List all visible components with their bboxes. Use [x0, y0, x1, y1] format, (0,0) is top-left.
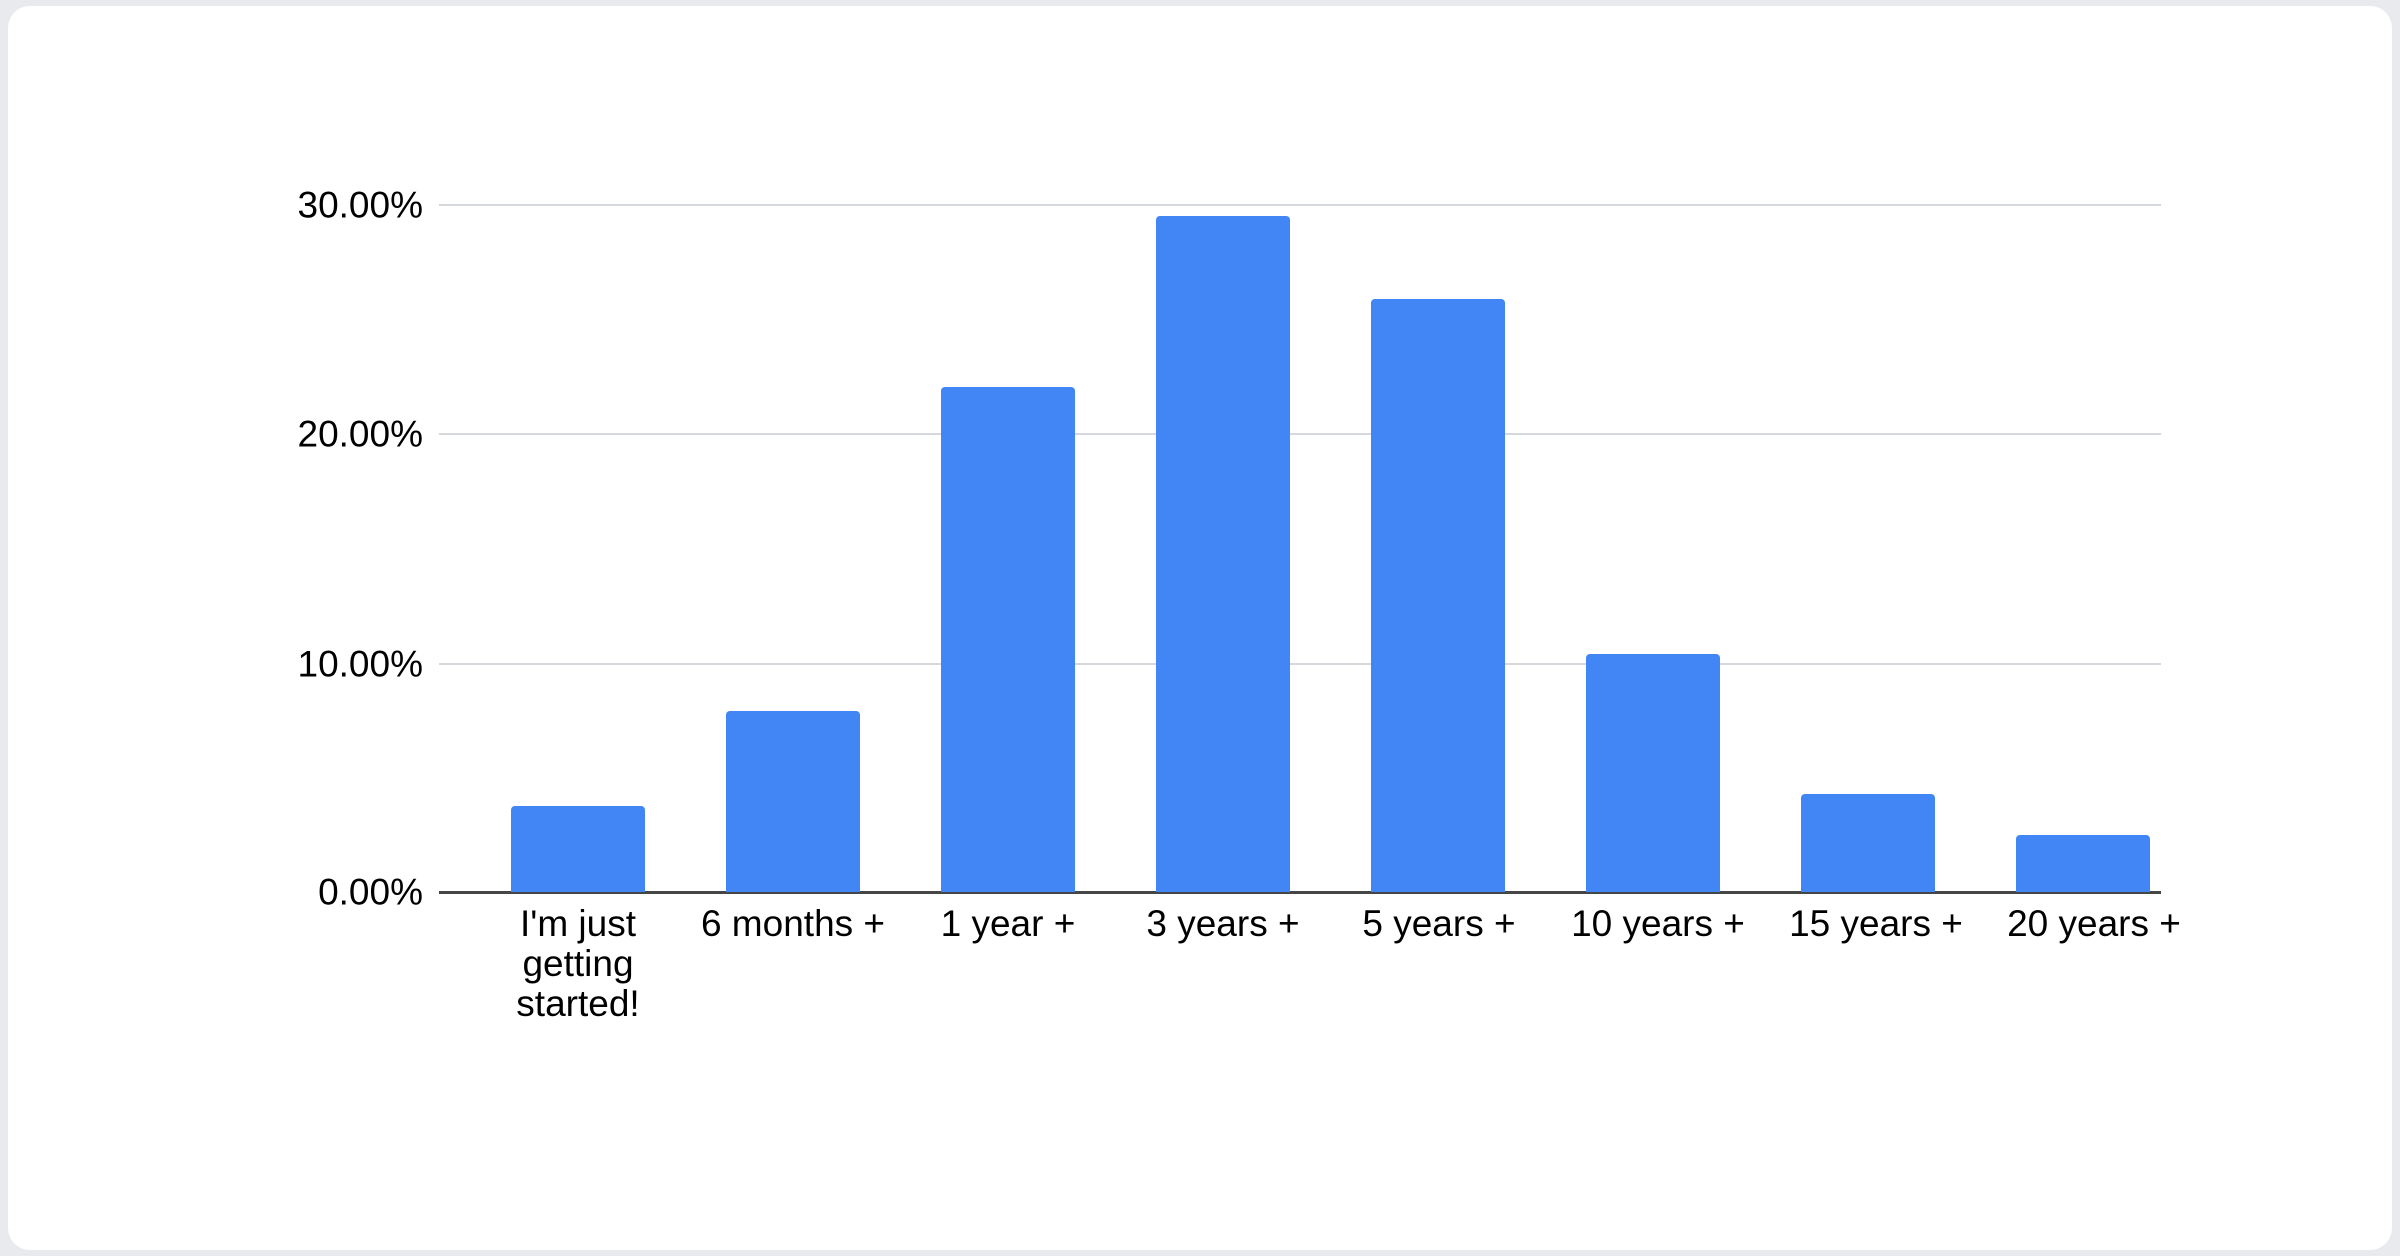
axis-baseline: [439, 891, 2161, 894]
x-tick-label-2: 1 year +: [940, 903, 1076, 944]
chart-card: 30.00% 20.00% 10.00% 0.00% I'm just gett…: [8, 6, 2392, 1250]
bar-3[interactable]: [1156, 215, 1290, 892]
gridline-10: [439, 663, 2161, 665]
gridline-20: [439, 433, 2161, 435]
gridline-30: [439, 204, 2161, 206]
y-tick-label-0: 0.00%: [318, 871, 423, 913]
x-tick-label-1: 6 months +: [700, 903, 886, 944]
y-tick-label-30: 30.00%: [297, 184, 424, 226]
bar-4[interactable]: [1371, 299, 1505, 892]
x-tick-label-4: 5 years +: [1362, 903, 1516, 944]
x-tick-label-7: 20 years +: [2007, 903, 2181, 944]
bar-5[interactable]: [1586, 653, 1720, 892]
y-tick-label-10: 10.00%: [297, 643, 424, 685]
bar-0[interactable]: [511, 805, 645, 892]
bar-2[interactable]: [941, 386, 1075, 892]
plot-area: [439, 156, 2161, 894]
x-tick-label-3: 3 years +: [1146, 903, 1300, 944]
bar-1[interactable]: [726, 711, 860, 892]
bar-series: [439, 156, 2161, 892]
y-tick-label-20: 20.00%: [297, 413, 424, 455]
x-tick-label-0: I'm just getting started!: [516, 903, 640, 1024]
bar-7[interactable]: [2016, 835, 2150, 892]
x-tick-label-5: 10 years +: [1571, 903, 1745, 944]
bar-6[interactable]: [1801, 793, 1935, 892]
x-tick-label-6: 15 years +: [1789, 903, 1963, 944]
x-axis: I'm just getting started! 6 months + 1 y…: [439, 903, 2181, 1104]
y-axis: 30.00% 20.00% 10.00% 0.00%: [158, 156, 424, 916]
